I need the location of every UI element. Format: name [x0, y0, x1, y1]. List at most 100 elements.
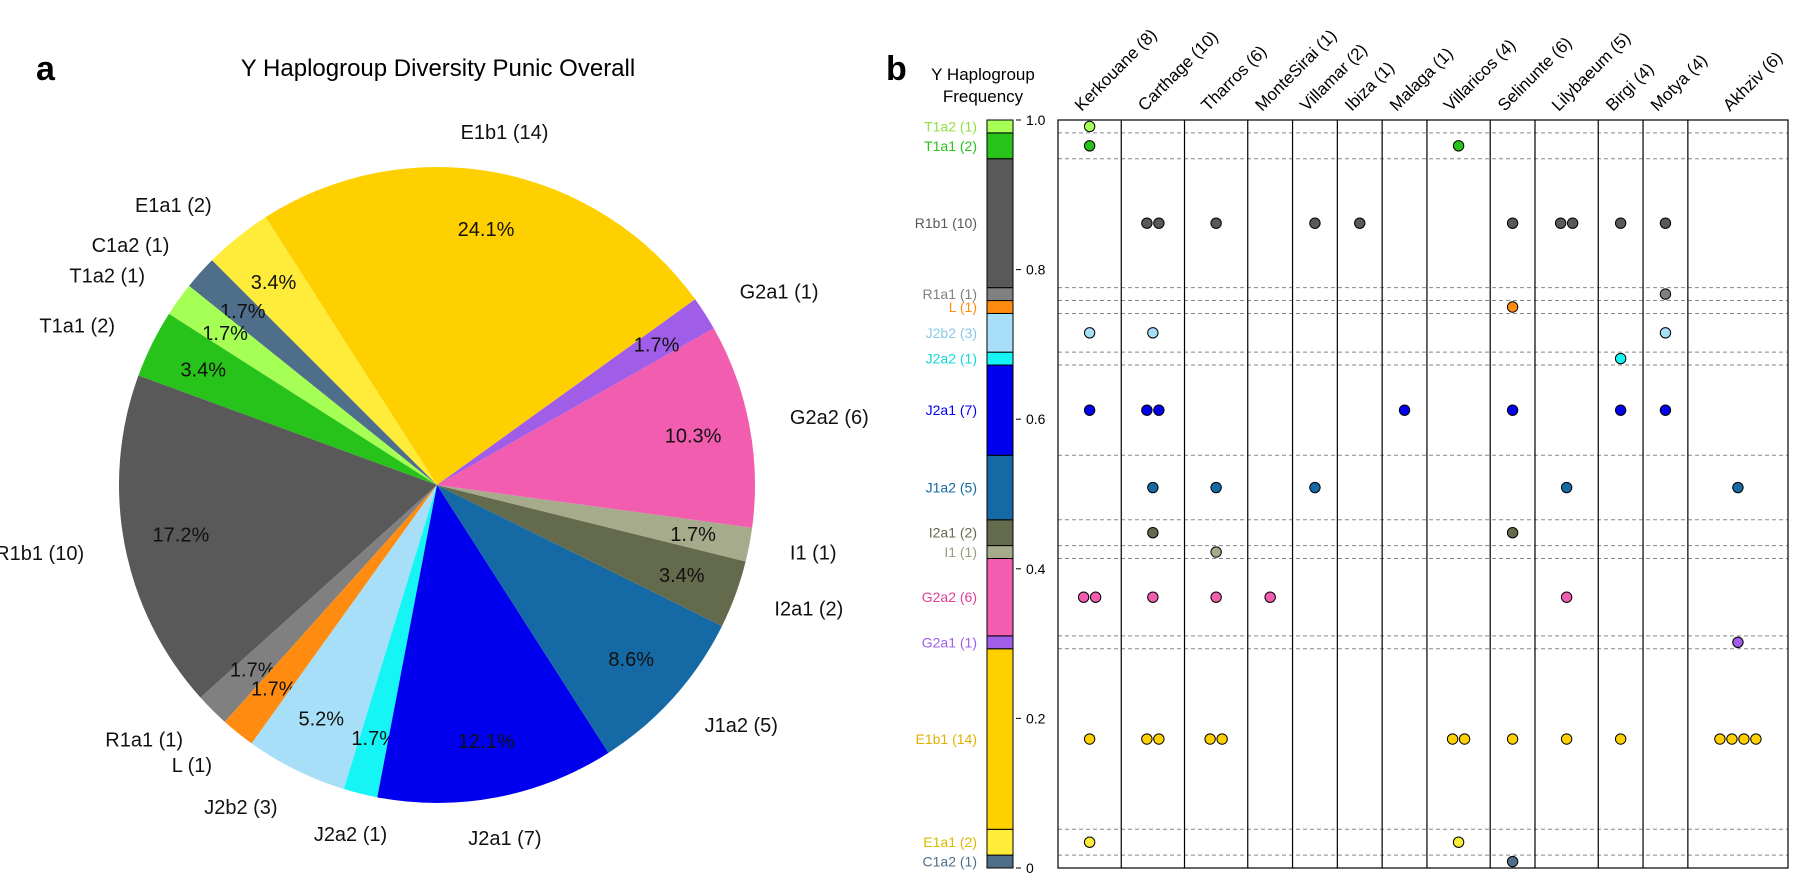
- pie-slice-t1a1-2: [138, 313, 437, 485]
- pie-percent-label: 3.4%: [181, 359, 227, 381]
- haplogroup-label: T1a2 (1): [924, 118, 977, 134]
- dot-akhziv-6-e1b1-14: [1726, 733, 1738, 745]
- pie-slice-e1b1-14: [265, 167, 696, 486]
- dot-villamar-2-r1b1-10: [1309, 217, 1321, 229]
- haplogroup-label: C1a2 (1): [923, 854, 977, 870]
- pie-category-label: E1b1 (14): [461, 122, 549, 144]
- haplogroup-label: I1 (1): [944, 544, 977, 560]
- bar-segment-j2a2-1: [986, 351, 1014, 366]
- dot-selinunte-6-e1b1-14: [1506, 733, 1519, 745]
- dot-carthage-10-r1b1-10: [1153, 217, 1165, 229]
- pie-category-label: T1a1 (2): [39, 316, 115, 338]
- site-label-birgi-4: Birgi (4): [1602, 59, 1658, 115]
- dot-carthage-10-j1a2-5: [1147, 481, 1159, 494]
- bar-segment-g2a1-1: [986, 635, 1014, 650]
- pie-percent-label: 1.7%: [670, 524, 716, 546]
- bar-segment-r1a1-1: [986, 287, 1014, 302]
- dot-selinunte-6-l-1: [1506, 301, 1519, 313]
- dot-villamar-2-j1a2-5: [1309, 481, 1321, 494]
- dot-kerkouane-8-g2a2-6: [1077, 591, 1090, 603]
- dot-motya-4-j2b2-3: [1659, 327, 1672, 339]
- pie-category-label: R1b1 (10): [0, 543, 84, 565]
- pie-percent-label: 1.7%: [351, 728, 397, 750]
- pie-category-label: R1a1 (1): [105, 729, 183, 751]
- bar-segment-c1a2-1: [986, 854, 1014, 869]
- pie-category-label: J1a2 (5): [705, 715, 778, 737]
- y-tick-label: 0.4: [1026, 561, 1046, 577]
- haplogroup-label: G2a1 (1): [922, 634, 977, 650]
- dot-kerkouane-8-t1a1-2: [1083, 140, 1096, 152]
- bar-segment-j2b2-3: [986, 312, 1014, 353]
- pie-slice-g2a1-1: [437, 299, 714, 485]
- pie-category-label: E1a1 (2): [135, 195, 212, 217]
- panel-b-letter: b: [886, 50, 907, 88]
- pie-category-label: J2a1 (7): [468, 828, 541, 850]
- dot-kerkouane-8-e1b1-14: [1083, 733, 1096, 745]
- pie-percent-label: 1.7%: [220, 301, 266, 323]
- pie-slice-e1a1-2: [211, 217, 437, 486]
- pie-percent-label: 17.2%: [153, 524, 210, 546]
- haplogroup-label: I2a1 (2): [929, 525, 977, 541]
- dot-selinunte-6-i2a1-2: [1506, 526, 1519, 539]
- dot-selinunte-6-r1b1-10: [1506, 217, 1519, 229]
- y-tick-label: 1.0: [1026, 112, 1046, 128]
- bar-segment-l-1: [986, 300, 1014, 314]
- pie-category-label: G2a1 (1): [740, 281, 819, 303]
- y-tick-label: 0.2: [1026, 710, 1046, 726]
- pie-chart: 24.1% E1b1 (14) 3.4% E1a1 (2) 1.7% C1a2 (1) 1.…: [0, 122, 869, 850]
- bar-segment-t1a2-1: [986, 119, 1014, 134]
- dot-tharros-6-e1b1-14: [1216, 733, 1228, 745]
- dot-carthage-10-e1b1-14: [1141, 733, 1153, 745]
- pie-percent-label: 1.7%: [230, 660, 276, 682]
- bar-segment-i1-1: [986, 545, 1014, 559]
- frequency-title-line-2: Frequency: [943, 87, 1024, 106]
- pie-percent-label: 12.1%: [458, 731, 515, 753]
- dot-villaricos-4-t1a1-2: [1452, 140, 1465, 152]
- dot-malaga-1-j2a1-7: [1398, 404, 1411, 416]
- pie-slice-i1-1: [437, 485, 753, 562]
- dot-carthage-10-r1b1-10: [1141, 217, 1153, 229]
- bar-segment-t1a1-2: [986, 132, 1014, 160]
- pie-slice-j2a2-1: [343, 485, 437, 798]
- bar-segment-g2a2-6: [986, 557, 1014, 637]
- dot-motya-4-r1b1-10: [1659, 217, 1672, 229]
- dot-tharros-6-r1b1-10: [1210, 217, 1222, 229]
- pie-percent-label: 3.4%: [251, 272, 297, 294]
- dot-carthage-10-j2a1-7: [1141, 404, 1153, 416]
- dot-kerkouane-8-j2b2-3: [1083, 327, 1096, 339]
- pie-category-label: G2a2 (6): [790, 407, 869, 429]
- dot-birgi-4-j2a2-1: [1614, 352, 1627, 365]
- dot-selinunte-6-c1a2-1: [1506, 855, 1519, 868]
- dot-tharros-6-e1b1-14: [1204, 733, 1216, 745]
- bar-segment-e1a1-2: [986, 828, 1014, 856]
- dot-tharros-6-j1a2-5: [1210, 481, 1222, 494]
- haplogroup-label: T1a1 (2): [924, 138, 977, 154]
- haplogroup-label: J2a2 (1): [926, 351, 977, 367]
- bar-segment-e1b1-14: [986, 648, 1014, 830]
- haplogroup-label: E1b1 (14): [916, 731, 977, 747]
- pie-slice-r1a1-1: [200, 485, 437, 722]
- y-tick-label: 0.8: [1026, 262, 1046, 278]
- haplogroup-label: J2b2 (3): [926, 325, 977, 341]
- dot-lilybaeum-5-j1a2-5: [1560, 481, 1573, 494]
- pie-category-label: J2b2 (3): [204, 797, 277, 819]
- dot-tharros-6-i1-1: [1210, 546, 1222, 558]
- dot-akhziv-6-e1b1-14: [1750, 733, 1762, 745]
- dot-akhziv-6-e1b1-14: [1714, 733, 1726, 745]
- pie-slice-j1a2-5: [437, 485, 722, 753]
- frequency-dotplot: C1a2 (1) E1a1 (2) E1b1 (14) G2a1 (1) G2a2 (6…: [915, 25, 1789, 876]
- pie-slice-j2a1-7: [377, 485, 609, 803]
- bar-segment-r1b1-10: [986, 158, 1014, 289]
- haplogroup-label: E1a1 (2): [923, 834, 977, 850]
- dot-birgi-4-e1b1-14: [1614, 733, 1627, 745]
- dot-birgi-4-j2a1-7: [1614, 404, 1627, 416]
- site-label-motya-4: Motya (4): [1647, 51, 1711, 115]
- dot-villaricos-4-e1a1-2: [1452, 836, 1465, 848]
- pie-slice-l-1: [224, 485, 437, 744]
- frequency-title-line-1: Y Haplogroup: [931, 65, 1035, 84]
- pie-slice-t1a2-1: [168, 285, 437, 485]
- site-label-akhziv-6: Akhziv (6): [1719, 48, 1786, 115]
- dot-carthage-10-e1b1-14: [1153, 733, 1165, 745]
- pie-percent-label: 3.4%: [659, 565, 705, 587]
- pie-percent-label: 1.7%: [634, 334, 680, 356]
